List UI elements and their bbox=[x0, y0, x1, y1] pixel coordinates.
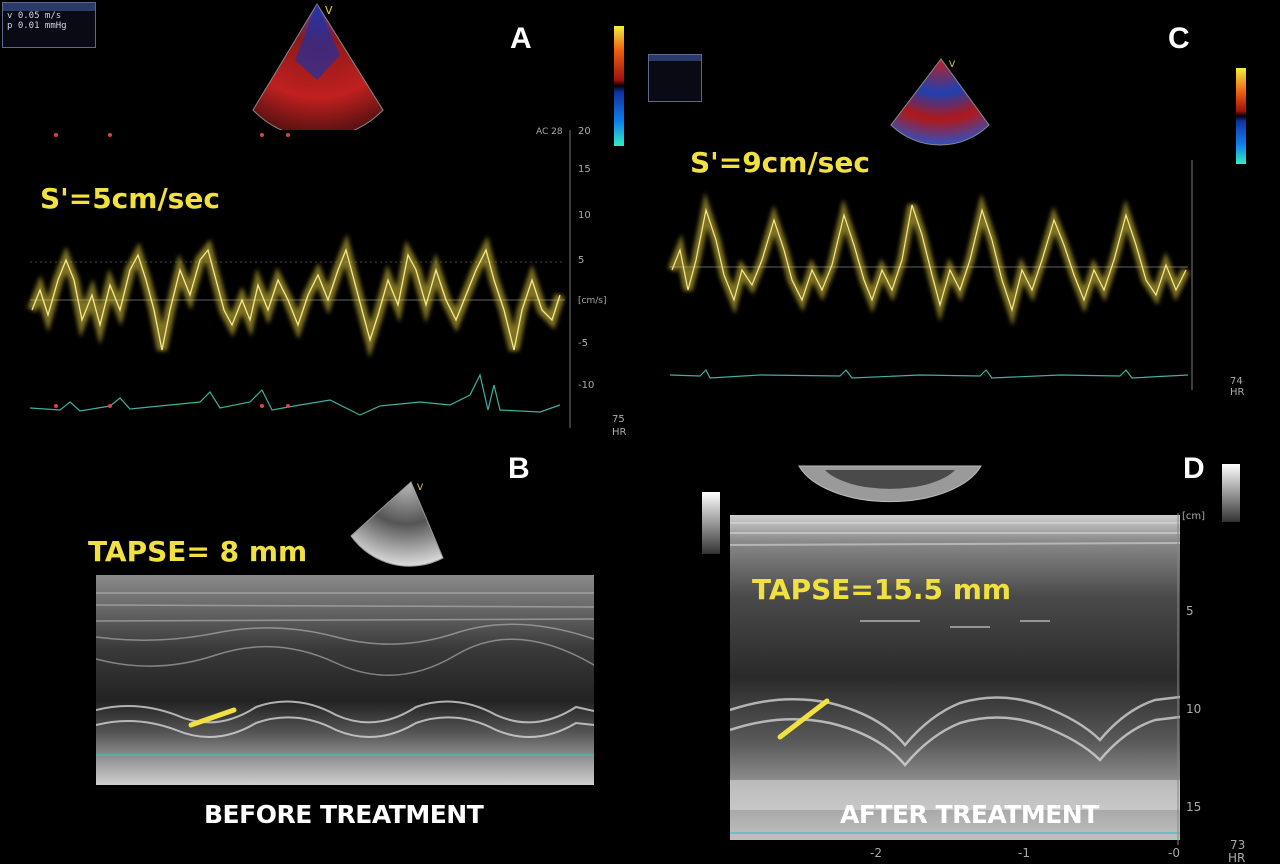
heart-rate-label: HR bbox=[1230, 387, 1245, 398]
svg-text:V: V bbox=[417, 483, 424, 493]
y-tick-label: 10 bbox=[578, 210, 591, 221]
heart-rate-value: 75 bbox=[612, 414, 625, 425]
velocity-readout: v 0.05 m/s bbox=[7, 11, 62, 21]
tapse-measurement-after: TAPSE=15.5 mm bbox=[752, 573, 1012, 606]
unit-label: [cm/s] bbox=[578, 296, 606, 306]
panel-letter-a: A bbox=[510, 22, 532, 55]
heart-rate-label: HR bbox=[612, 427, 627, 438]
time-tick-label: -0 bbox=[1168, 846, 1180, 860]
grayscale-bar-left bbox=[702, 492, 720, 554]
panel-letter-d: D bbox=[1183, 452, 1205, 485]
heart-rate-value: 74 bbox=[1230, 376, 1243, 387]
heart-rate-label: HR bbox=[1228, 851, 1245, 864]
after-treatment-caption: AFTER TREATMENT bbox=[840, 800, 1099, 829]
apical-sector-thumbnail-d bbox=[798, 465, 982, 503]
tissue-doppler-trace-c: 74 HR bbox=[667, 160, 1245, 398]
panel-letter-b: B bbox=[508, 452, 530, 485]
svg-text:V: V bbox=[325, 4, 333, 17]
depth-tick-label: 15 bbox=[1186, 800, 1201, 814]
m-mode-image-after bbox=[730, 515, 1180, 840]
time-tick-label: -2 bbox=[870, 846, 882, 860]
heart-rate-value: 73 bbox=[1230, 838, 1245, 852]
apical-sector-thumbnail-b: V bbox=[350, 481, 444, 567]
y-tick-label: 15 bbox=[578, 164, 591, 175]
depth-tick-label: 5 bbox=[1186, 604, 1194, 618]
velocity-color-bar-a bbox=[614, 26, 624, 146]
m-mode-axes-d: [cm] 5 10 15 -2 -1 -0 73 HR bbox=[870, 511, 1245, 864]
m-mode-image-before bbox=[96, 575, 594, 785]
panel-letter-c: C bbox=[1168, 22, 1190, 55]
doppler-info-box-c bbox=[648, 54, 702, 102]
y-tick-label: 5 bbox=[578, 255, 584, 266]
scale-label: AC 28 bbox=[536, 127, 563, 137]
before-treatment-caption: BEFORE TREATMENT bbox=[204, 800, 484, 829]
s-prime-measurement-before: S'=5cm/sec bbox=[40, 182, 220, 215]
tissue-doppler-trace-a: 20 15 10 5 -5 -10 AC 28 [cm/s] 75 HR bbox=[27, 126, 627, 438]
depth-unit-label: [cm] bbox=[1182, 511, 1205, 522]
time-tick-label: -1 bbox=[1018, 846, 1030, 860]
depth-tick-label: 10 bbox=[1186, 702, 1201, 716]
color-doppler-sector-a: V bbox=[252, 3, 384, 130]
y-tick-label: 20 bbox=[578, 126, 591, 137]
tapse-measurement-before: TAPSE= 8 mm bbox=[88, 535, 308, 568]
color-doppler-sector-c: V bbox=[890, 58, 990, 146]
velocity-color-bar-c bbox=[1236, 68, 1246, 164]
svg-text:V: V bbox=[949, 60, 956, 70]
doppler-info-box-a: v 0.05 m/s p 0.01 mmHg bbox=[2, 2, 96, 48]
y-tick-label: -10 bbox=[578, 380, 594, 391]
s-prime-measurement-after: S'=9cm/sec bbox=[690, 146, 870, 179]
pressure-readout: p 0.01 mmHg bbox=[7, 21, 67, 31]
y-tick-label: -5 bbox=[578, 338, 588, 349]
grayscale-bar-right bbox=[1222, 464, 1240, 522]
